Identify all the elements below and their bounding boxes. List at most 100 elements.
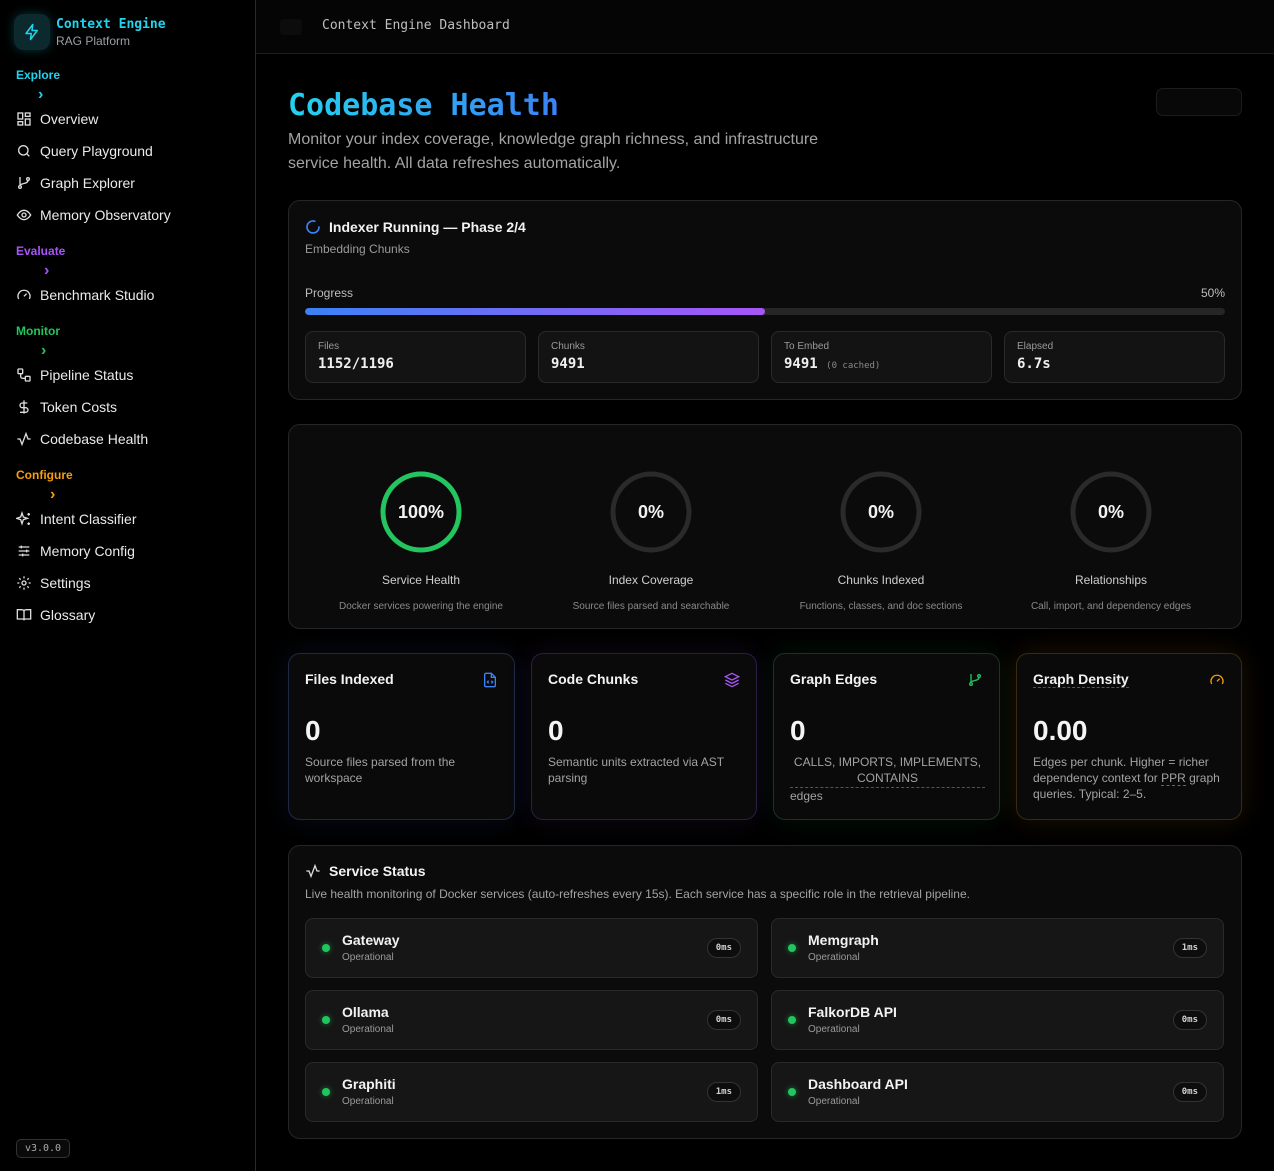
service-item-falkordb-api[interactable]: FalkorDB API Operational 0ms (771, 990, 1224, 1050)
sidebar-item-overview[interactable]: Overview (16, 108, 246, 130)
service-status: Operational (808, 1096, 860, 1107)
latency-badge: 0ms (706, 1010, 741, 1030)
stat-chunks: Chunks 9491 (538, 331, 759, 383)
service-name: Gateway (342, 932, 400, 948)
metric-graph-density: Graph Density 0.00 Edges per chunk. High… (1016, 653, 1242, 820)
activity-icon (306, 863, 320, 879)
ring-title: Service Health (381, 573, 461, 587)
section-evaluate: Evaluate (16, 244, 66, 258)
ring-value: 0% (1098, 502, 1124, 522)
indexer-card: Indexer Running — Phase 2/4 Embedding Ch… (288, 200, 1242, 400)
brand[interactable]: Context Engine RAG Platform (14, 12, 166, 52)
service-item-gateway[interactable]: Gateway Operational 0ms (305, 918, 758, 978)
progress-value: 50% (1200, 286, 1225, 300)
brand-subtitle: RAG Platform (56, 33, 131, 48)
sidebar-item-glossary[interactable]: Glossary (16, 604, 246, 626)
metric-value: 0 (548, 715, 564, 746)
ring-title: Chunks Indexed (837, 573, 925, 587)
service-item-memgraph[interactable]: Memgraph Operational 1ms (771, 918, 1224, 978)
sidebar-item-query-playground[interactable]: Query Playground (16, 140, 246, 162)
service-status-subtitle: Live health monitoring of Docker service… (305, 887, 970, 901)
ring-description: Call, import, and dependency edges (1030, 601, 1192, 612)
metric-title[interactable]: Graph Density (1033, 671, 1129, 688)
stat-elapsed: Elapsed 6.7s (1004, 331, 1225, 383)
sidebar-item-memory-observatory[interactable]: Memory Observatory (16, 204, 246, 226)
service-item-graphiti[interactable]: Graphiti Operational 1ms (305, 1062, 758, 1122)
page-title: Codebase Health (288, 88, 559, 123)
sidebar-item-label: Graph Explorer (40, 175, 135, 191)
status-dot (788, 944, 796, 952)
metric-description: CALLS, IMPORTS, IMPLEMENTS, CONTAINS edg… (790, 754, 985, 804)
gauge-icon (17, 289, 31, 300)
service-item-dashboard-api[interactable]: Dashboard API Operational 0ms (771, 1062, 1224, 1122)
service-status: Operational (808, 952, 860, 963)
density-desc-post: graph queries. Typical: 2–5. (1033, 771, 1220, 801)
indexer-phase: Embedding Chunks (305, 242, 410, 256)
latency-badge: 0ms (706, 938, 741, 958)
latency-badge: 0ms (1172, 1010, 1207, 1030)
metric-description: Edges per chunk. Higher = richer depende… (1033, 754, 1229, 802)
sidebar-item-intent-classifier[interactable]: Intent Classifier (16, 508, 246, 530)
sidebar-toggle-button[interactable] (280, 19, 302, 35)
metric-files-indexed: Files Indexed 0 Source files parsed from… (288, 653, 515, 820)
ring-value: 0% (638, 502, 664, 522)
ring-fill (380, 471, 462, 553)
metric-title: Graph Edges (790, 671, 878, 687)
edge-types-term[interactable]: CALLS, IMPORTS, IMPLEMENTS, CONTAINS (790, 754, 985, 788)
latency-badge: 1ms (1172, 938, 1207, 958)
activity-icon (17, 431, 31, 447)
service-status: Operational (342, 952, 394, 963)
sidebar-item-token-costs[interactable]: Token Costs (16, 396, 246, 418)
metric-title: Code Chunks (548, 671, 639, 687)
sidebar-item-memory-config[interactable]: Memory Config (16, 540, 246, 562)
status-dot (322, 1016, 330, 1024)
chevron-right-icon[interactable]: › (44, 262, 50, 279)
density-desc-pre: Edges per chunk. Higher = richer depende… (1033, 755, 1209, 785)
git-branch-icon (18, 177, 30, 189)
chevron-right-icon[interactable]: › (50, 486, 56, 503)
edges-suffix: edges (790, 789, 823, 803)
ring-title: Index Coverage (608, 573, 694, 587)
stat-value-text: 9491 (551, 356, 585, 372)
indexer-title: Indexer Running — Phase 2/4 (329, 219, 526, 235)
refresh-button[interactable] (1156, 88, 1242, 116)
ring-gauge: 0% (1070, 471, 1152, 553)
sidebar-item-benchmark-studio[interactable]: Benchmark Studio (16, 284, 246, 306)
service-name: Memgraph (808, 932, 879, 948)
ring-value: 100% (398, 502, 444, 522)
sidebar-item-label: Query Playground (40, 143, 153, 159)
sidebar-item-graph-explorer[interactable]: Graph Explorer (16, 172, 246, 194)
service-status-header: Service Status (305, 863, 426, 879)
service-item-ollama[interactable]: Ollama Operational 0ms (305, 990, 758, 1050)
metric-value: 0 (790, 715, 806, 746)
sidebar-item-label: Memory Config (40, 543, 135, 559)
service-name: Ollama (342, 1004, 389, 1020)
eye-icon (16, 209, 32, 221)
sidebar-item-label: Benchmark Studio (40, 287, 155, 303)
sidebar-item-pipeline-status[interactable]: Pipeline Status (16, 364, 246, 386)
spinner-icon (306, 220, 320, 234)
sidebar-item-label: Token Costs (40, 399, 118, 415)
lightning-icon (14, 14, 50, 50)
ppr-term[interactable]: PPR (1161, 771, 1186, 786)
service-name: FalkorDB API (808, 1004, 897, 1020)
chevron-right-icon[interactable]: › (38, 86, 44, 103)
sidebar-item-settings[interactable]: Settings (16, 572, 246, 594)
sidebar: Context Engine RAG Platform Explore › Ov… (0, 0, 256, 1171)
ring-service-health: 100% Service Health Docker services poweri… (306, 469, 536, 612)
progress-label: Progress (305, 286, 354, 300)
ring-relationships: 0% Relationships Call, import, and depende… (996, 469, 1226, 612)
indexer-header: Indexer Running — Phase 2/4 (305, 219, 526, 235)
ring-gauge: 0% (840, 471, 922, 553)
stat-files: Files 1152/1196 (305, 331, 526, 383)
metric-value: 0 (305, 715, 321, 746)
status-dot (788, 1088, 796, 1096)
service-status: Operational (808, 1024, 860, 1035)
git-branch-icon (969, 674, 981, 686)
gear-icon (17, 576, 31, 590)
sidebar-item-codebase-health[interactable]: Codebase Health (16, 428, 246, 450)
chevron-right-icon[interactable]: › (41, 342, 47, 359)
stat-value: 6.7s (1017, 356, 1051, 372)
metric-value: 0.00 (1033, 715, 1088, 746)
metric-code-chunks: Code Chunks 0 Semantic units extracted v… (531, 653, 757, 820)
